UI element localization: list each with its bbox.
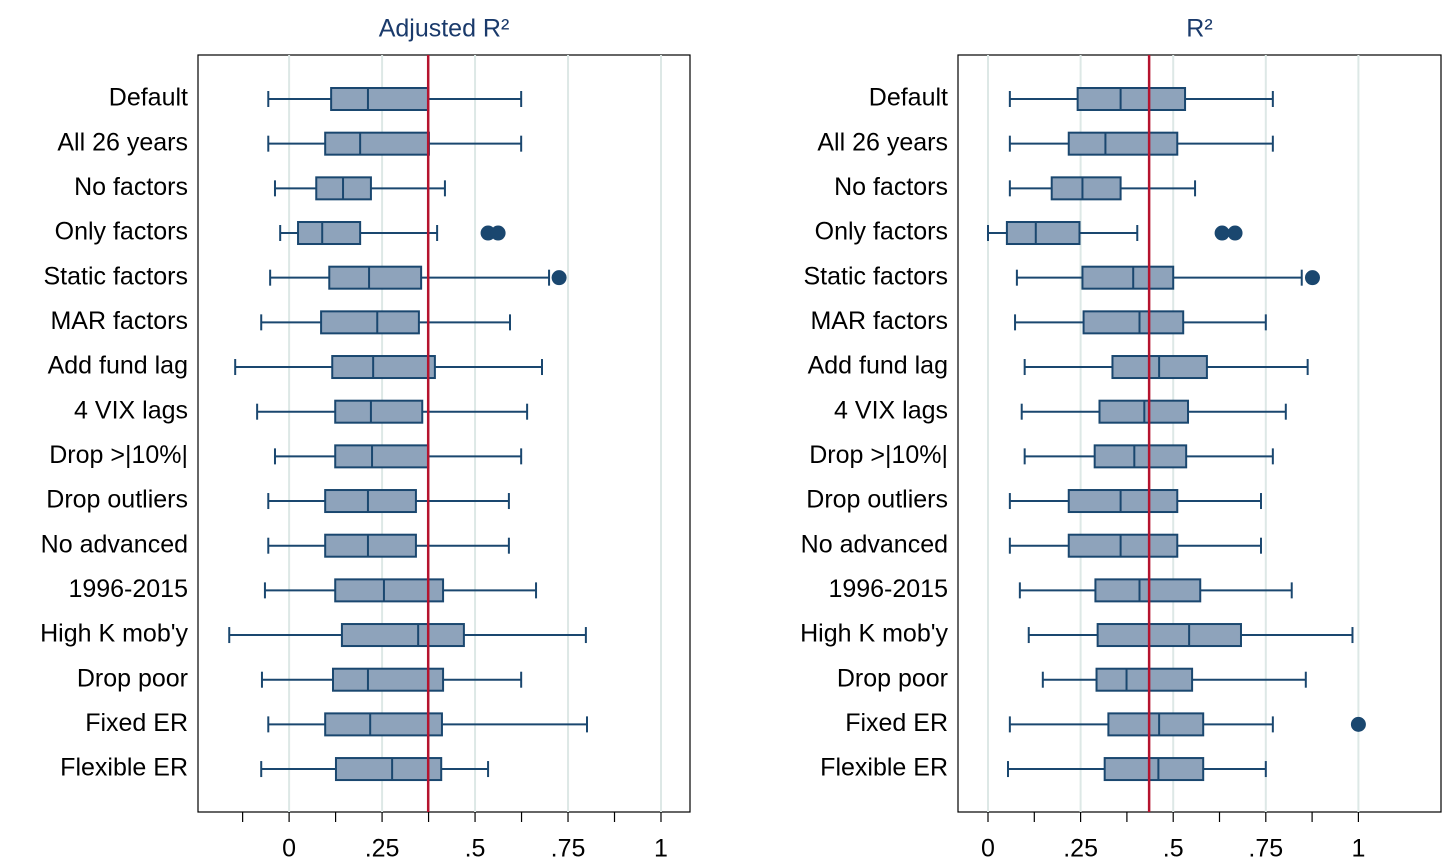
box bbox=[331, 667, 445, 692]
y-tick-label: Drop poor bbox=[837, 664, 948, 692]
plot-area bbox=[957, 54, 1442, 813]
y-tick-label: All 26 years bbox=[817, 128, 948, 156]
outlier bbox=[1227, 225, 1243, 241]
box bbox=[1005, 221, 1081, 246]
x-tick-label: .75 bbox=[1248, 835, 1283, 863]
chart-title: R² bbox=[1186, 15, 1212, 43]
y-tick-label: 1996-2015 bbox=[828, 575, 948, 603]
box bbox=[328, 265, 423, 290]
box bbox=[1067, 533, 1179, 558]
y-tick-label: Flexible ER bbox=[820, 754, 948, 782]
x-tick-label: .5 bbox=[1163, 835, 1184, 863]
box bbox=[1096, 623, 1242, 648]
box bbox=[1067, 489, 1179, 514]
x-tick-label: .25 bbox=[1063, 835, 1098, 863]
y-tick-label: No advanced bbox=[801, 530, 948, 558]
box bbox=[334, 757, 443, 782]
y-tick-label: Default bbox=[109, 84, 188, 112]
box bbox=[1082, 310, 1185, 335]
box bbox=[1107, 712, 1205, 737]
box bbox=[1103, 757, 1205, 782]
box bbox=[1050, 176, 1122, 201]
y-tick-label: 4 VIX lags bbox=[834, 396, 948, 424]
box bbox=[331, 355, 436, 380]
box bbox=[1067, 131, 1179, 156]
box bbox=[320, 310, 420, 335]
outlier bbox=[1350, 716, 1366, 732]
y-tick-label: MAR factors bbox=[810, 307, 948, 335]
box bbox=[340, 623, 465, 648]
x-tick-label: .25 bbox=[365, 835, 400, 863]
y-tick-label: Static factors bbox=[44, 262, 189, 290]
y-tick-label: 1996-2015 bbox=[68, 575, 188, 603]
outlier bbox=[1304, 270, 1320, 286]
box bbox=[324, 712, 443, 737]
box bbox=[334, 399, 424, 424]
plot-area bbox=[197, 54, 691, 813]
outlier bbox=[1214, 225, 1230, 241]
x-tick-label: 1 bbox=[1351, 835, 1365, 863]
box bbox=[330, 87, 430, 111]
y-tick-label: 4 VIX lags bbox=[74, 396, 188, 424]
box bbox=[1093, 444, 1188, 469]
y-tick-label: Add fund lag bbox=[48, 352, 188, 380]
chart-title: Adjusted R² bbox=[379, 15, 510, 43]
x-tick-label: 0 bbox=[981, 835, 995, 863]
y-tick-label: Add fund lag bbox=[808, 352, 948, 380]
y-tick-label: Fixed ER bbox=[845, 709, 948, 737]
x-tick-label: 1 bbox=[654, 835, 668, 863]
box bbox=[324, 489, 417, 514]
box bbox=[1076, 87, 1187, 111]
box bbox=[297, 221, 362, 246]
box bbox=[324, 131, 430, 156]
outlier bbox=[490, 225, 506, 241]
y-tick-label: Only factors bbox=[55, 218, 188, 246]
x-tick-label: 0 bbox=[282, 835, 296, 863]
y-tick-label: No factors bbox=[74, 173, 188, 201]
outlier bbox=[551, 270, 567, 286]
x-tick-label: .5 bbox=[465, 835, 486, 863]
box bbox=[1095, 667, 1194, 692]
y-tick-label: High K mob'y bbox=[40, 620, 188, 648]
box bbox=[334, 578, 445, 603]
box bbox=[324, 533, 417, 558]
y-tick-label: MAR factors bbox=[50, 307, 188, 335]
y-tick-label: Fixed ER bbox=[85, 709, 188, 737]
box bbox=[1094, 578, 1202, 603]
box bbox=[1081, 265, 1175, 290]
y-tick-label: Only factors bbox=[815, 218, 948, 246]
y-tick-label: Drop >|10%| bbox=[49, 441, 188, 469]
y-tick-label: Static factors bbox=[804, 262, 949, 290]
y-tick-label: Drop outliers bbox=[46, 486, 188, 514]
y-tick-label: Default bbox=[869, 84, 948, 112]
y-tick-label: No factors bbox=[834, 173, 948, 201]
y-tick-label: Drop poor bbox=[77, 664, 188, 692]
box bbox=[334, 444, 430, 469]
y-tick-label: Drop >|10%| bbox=[809, 441, 948, 469]
y-tick-label: Drop outliers bbox=[806, 486, 948, 514]
y-tick-label: High K mob'y bbox=[800, 620, 948, 648]
y-tick-label: All 26 years bbox=[57, 128, 188, 156]
x-tick-label: .75 bbox=[551, 835, 586, 863]
y-tick-label: No advanced bbox=[41, 530, 188, 558]
y-tick-label: Flexible ER bbox=[60, 754, 188, 782]
